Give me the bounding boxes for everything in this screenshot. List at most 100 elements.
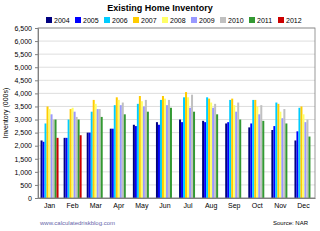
bar (91, 112, 93, 198)
bar (66, 138, 68, 198)
y-tick: 6,000 (14, 38, 38, 45)
bar (260, 105, 262, 198)
legend-swatch (104, 17, 110, 23)
bar (89, 133, 91, 198)
grid-line (38, 106, 315, 107)
bar (191, 95, 193, 198)
bar (147, 112, 149, 198)
x-tick-label: Nov (274, 202, 287, 209)
bar (156, 122, 158, 198)
bar (277, 104, 279, 198)
bar (43, 142, 45, 198)
bar (170, 108, 172, 198)
legend-label: 2008 (170, 17, 186, 24)
y-axis: 05001,0001,5002,0002,5003,0003,5004,0004… (14, 25, 38, 202)
grid (38, 28, 315, 198)
bar (158, 125, 160, 198)
y-tick-mark (35, 133, 38, 134)
bar (304, 122, 306, 198)
y-tick: 1,500 (14, 156, 38, 163)
bar (145, 100, 147, 198)
grid-line (38, 93, 315, 94)
legend-swatch (278, 17, 284, 23)
legend-swatch (75, 17, 81, 23)
legend-item: 2004 (46, 17, 70, 24)
x-axis: JanFebMarAprMayJunJulAugSepOctNovDec (39, 198, 316, 210)
bar (120, 105, 122, 198)
bar (68, 120, 70, 198)
x-tick: May (135, 198, 149, 210)
y-tick-label: 2,500 (14, 129, 32, 136)
legend-label: 2010 (228, 17, 244, 24)
y-tick-label: 6,500 (14, 25, 32, 32)
bar (239, 120, 241, 198)
y-tick: 5,500 (14, 51, 38, 58)
bar (306, 120, 308, 198)
bar (135, 126, 137, 198)
x-tick-label: May (135, 202, 149, 210)
bar (262, 121, 264, 198)
x-tick: Dec (297, 198, 310, 209)
legend-item: 2005 (75, 17, 99, 24)
legend-label: 2004 (54, 17, 70, 24)
x-tick-label: Apr (113, 202, 125, 210)
grid-line (38, 67, 315, 68)
y-tick-label: 0 (28, 195, 32, 202)
bar (229, 100, 231, 198)
bar (53, 120, 55, 198)
bar (64, 138, 66, 198)
series (51, 105, 307, 198)
legend-item: 2008 (162, 17, 186, 24)
bar (248, 127, 250, 198)
series (53, 95, 309, 198)
legend-swatch (162, 17, 168, 23)
series (47, 92, 303, 198)
bar (118, 100, 120, 198)
bar (97, 109, 99, 198)
y-tick-label: 3,000 (14, 116, 32, 123)
bar (99, 109, 101, 198)
grid-line (38, 54, 315, 55)
y-tick-mark (35, 41, 38, 42)
bar (254, 100, 256, 198)
y-tick-mark (35, 198, 38, 199)
bar (70, 109, 72, 198)
bar (47, 106, 49, 198)
y-tick-label: 6,000 (14, 38, 32, 45)
grid-line (38, 80, 315, 81)
y-axis-title: Inventory (000s) (2, 88, 10, 139)
bar (204, 122, 206, 198)
bar (168, 100, 170, 198)
y-tick-mark (35, 106, 38, 107)
bar (298, 108, 300, 198)
legend-swatch (191, 17, 197, 23)
y-tick-mark (35, 185, 38, 186)
bar (80, 135, 82, 198)
bar (275, 103, 277, 198)
bar (162, 96, 164, 198)
bar (112, 129, 114, 198)
legend-label: 2005 (83, 17, 99, 24)
series (57, 135, 82, 198)
bar (122, 103, 124, 198)
y-tick-label: 4,000 (14, 90, 32, 97)
y-tick: 2,500 (14, 129, 38, 136)
series (45, 97, 301, 198)
y-tick-label: 3,500 (14, 103, 32, 110)
bar (208, 99, 210, 198)
y-tick: 4,000 (14, 90, 38, 97)
bar (233, 105, 235, 198)
y-tick: 500 (20, 182, 38, 189)
plot: 05001,0001,5002,0002,5003,0003,5004,0004… (14, 25, 315, 210)
bar (49, 109, 51, 198)
bar (271, 130, 273, 198)
bar (116, 97, 118, 198)
bar (87, 133, 89, 198)
bar (183, 97, 185, 198)
bar (252, 100, 254, 198)
y-tick: 0 (28, 195, 38, 202)
bar (133, 125, 135, 198)
y-tick-mark (35, 159, 38, 160)
chart: 05001,0001,5002,0002,5003,0003,5004,0004… (0, 0, 320, 231)
bar (189, 108, 191, 198)
